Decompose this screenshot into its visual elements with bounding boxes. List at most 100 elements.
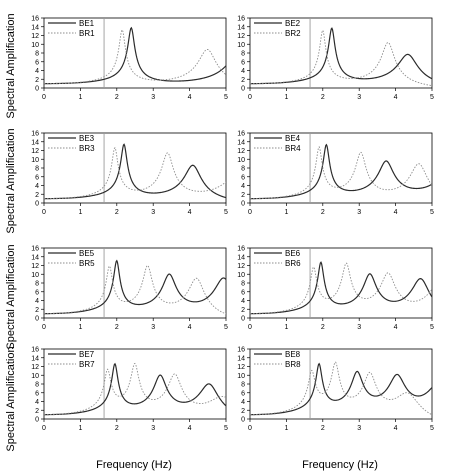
y-tick-label: 10	[31, 272, 39, 279]
x-tick-label: 0	[42, 209, 46, 216]
legend-label-be6: BE6	[285, 249, 301, 258]
x-tick-label: 3	[357, 94, 361, 101]
plot-frame	[43, 348, 227, 420]
x-tick-label: 5	[430, 425, 434, 432]
legend-label-br3: BR3	[79, 144, 95, 153]
y-tick-label: 4	[241, 298, 245, 305]
x-tick-label: 2	[321, 209, 325, 216]
series-line-be6	[250, 261, 432, 315]
x-tick-label: 1	[284, 324, 288, 331]
y-axis-label-row-3: Spectral Amplification	[5, 244, 17, 349]
x-tick-label: 5	[430, 94, 434, 101]
y-tick-label: 16	[31, 131, 39, 138]
series-line-be5	[44, 259, 226, 315]
series-line-br2	[250, 29, 432, 87]
y-tick-label: 6	[241, 390, 245, 397]
y-tick-label: 4	[241, 183, 245, 190]
y-tick-label: 10	[237, 157, 245, 164]
y-tick-label: 6	[241, 59, 245, 66]
x-tick-label: 5	[430, 209, 434, 216]
y-tick-label: 2	[35, 192, 39, 199]
y-tick-label: 12	[237, 148, 245, 155]
plot-frame	[43, 247, 227, 319]
series-line-be7	[44, 362, 226, 416]
y-tick-label: 8	[241, 382, 245, 389]
x-tick-label: 5	[224, 209, 228, 216]
x-tick-label: 3	[151, 324, 155, 331]
x-tick-label: 0	[248, 324, 252, 331]
legend-label-be5: BE5	[79, 249, 95, 258]
y-tick-label: 0	[241, 86, 245, 93]
y-tick-label: 4	[35, 183, 39, 190]
legend-label-br7: BR7	[79, 360, 95, 369]
y-tick-label: 6	[35, 59, 39, 66]
x-tick-label: 3	[357, 324, 361, 331]
x-tick-label: 2	[321, 425, 325, 432]
x-tick-label: 0	[248, 425, 252, 432]
legend-label-br2: BR2	[285, 29, 301, 38]
legend-label-br5: BR5	[79, 259, 95, 268]
y-tick-label: 10	[31, 157, 39, 164]
legend-label-br1: BR1	[79, 29, 95, 38]
y-tick-label: 12	[237, 263, 245, 270]
x-tick-label: 1	[284, 94, 288, 101]
x-tick-label: 1	[78, 94, 82, 101]
x-tick-label: 4	[188, 324, 192, 331]
legend-label-br8: BR8	[285, 360, 301, 369]
y-tick-label: 16	[237, 347, 245, 354]
x-tick-label: 1	[78, 209, 82, 216]
legend-label-be1: BE1	[79, 19, 95, 28]
plot-frame	[43, 132, 227, 204]
plot-frame	[249, 17, 433, 89]
y-tick-label: 2	[241, 192, 245, 199]
legend-label-be8: BE8	[285, 350, 301, 359]
x-tick-label: 1	[284, 425, 288, 432]
x-tick-label: 4	[394, 94, 398, 101]
y-tick-label: 0	[35, 417, 39, 424]
series-line-be8	[250, 362, 432, 416]
x-tick-label: 0	[42, 324, 46, 331]
y-tick-label: 12	[31, 364, 39, 371]
y-tick-label: 2	[35, 307, 39, 314]
series-line-be3	[44, 143, 226, 200]
x-tick-label: 3	[357, 209, 361, 216]
x-tick-label: 2	[115, 94, 119, 101]
y-axis-label-row-2: Spectral Amplification	[5, 128, 17, 233]
y-tick-label: 8	[241, 51, 245, 58]
y-tick-label: 14	[237, 355, 245, 362]
x-tick-label: 3	[357, 425, 361, 432]
y-tick-label: 12	[31, 33, 39, 40]
y-tick-label: 0	[35, 316, 39, 323]
legend-label-be7: BE7	[79, 350, 95, 359]
plot-frame	[43, 17, 227, 89]
series-line-br1	[44, 28, 226, 85]
y-tick-label: 8	[35, 51, 39, 58]
x-tick-label: 0	[42, 425, 46, 432]
y-tick-label: 12	[237, 364, 245, 371]
series-line-br8	[250, 361, 432, 416]
series-line-be4	[250, 143, 432, 200]
plot-frame	[249, 132, 433, 204]
series-line-br6	[250, 262, 432, 315]
y-tick-label: 8	[35, 166, 39, 173]
y-tick-label: 14	[31, 355, 39, 362]
x-tick-label: 4	[188, 425, 192, 432]
x-tick-label: 2	[115, 209, 119, 216]
y-tick-label: 4	[35, 298, 39, 305]
y-tick-label: 2	[35, 77, 39, 84]
x-tick-label: 2	[321, 324, 325, 331]
legend-label-br6: BR6	[285, 259, 301, 268]
y-tick-label: 14	[31, 139, 39, 146]
y-tick-label: 4	[241, 68, 245, 75]
legend-label-br4: BR4	[285, 144, 301, 153]
series-line-br7	[44, 362, 226, 416]
y-tick-label: 12	[237, 33, 245, 40]
x-tick-label: 5	[224, 324, 228, 331]
